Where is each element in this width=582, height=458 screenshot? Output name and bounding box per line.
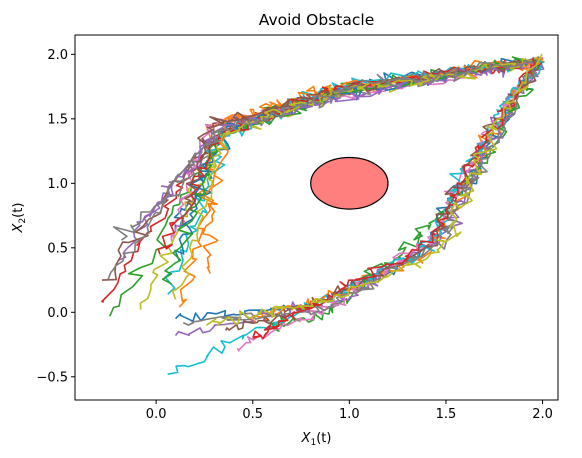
y-tick-label: 0.0 [47, 306, 68, 321]
y-axis-label: X2(t) [11, 203, 28, 234]
x-tick-label: 1.5 [436, 407, 457, 422]
x-tick-label: 2.0 [532, 407, 553, 422]
chart-title: Avoid Obstacle [259, 11, 374, 29]
trajectory-line-16 [181, 59, 540, 225]
axes-frame [74, 34, 559, 401]
y-tick-label: 2.0 [47, 48, 68, 63]
y-tick-label: 1.0 [47, 177, 68, 192]
trajectory-line-17 [171, 57, 543, 300]
trajectory-line-25 [224, 61, 543, 331]
y-tick-label: −0.5 [36, 370, 68, 385]
obstacle-ellipse [310, 156, 389, 210]
plot-area [101, 53, 545, 375]
y-tick-label: 0.5 [47, 241, 68, 256]
x-tick-label: 0.0 [146, 407, 167, 422]
ticks: 0.0 0.5 1.0 1.5 2.0 −0.5 0.0 0.5 1.0 1.5 2.0 [36, 48, 552, 422]
trajectory-line-28 [205, 53, 543, 326]
x-axis-label: X1(t) [301, 431, 332, 448]
trajectory-line-24 [167, 60, 543, 375]
trajectory-line-27 [252, 57, 537, 340]
x-tick-label: 1.0 [339, 407, 360, 422]
x-tick-label: 0.5 [242, 407, 263, 422]
y-tick-label: 1.5 [47, 112, 68, 127]
trajectory-line-18 [112, 56, 540, 241]
